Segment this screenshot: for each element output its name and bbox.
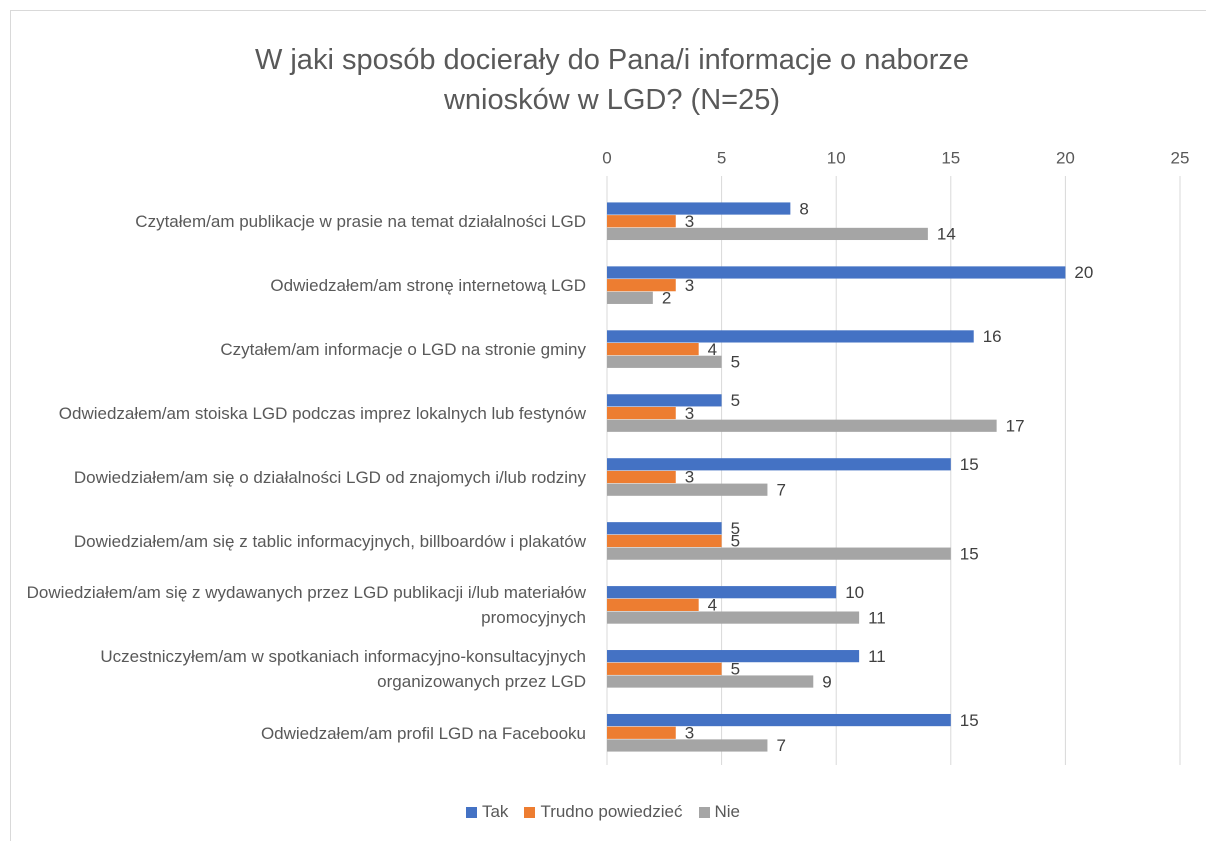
- legend-item: Tak: [465, 802, 509, 822]
- bar: [607, 586, 837, 599]
- category-label: Czytałem/am informacje o LGD na stronie …: [220, 339, 586, 359]
- x-tick-label: 0: [602, 148, 611, 167]
- category-label: Dowiedziałem/am się z tablic informacyjn…: [73, 531, 586, 551]
- legend-label: Nie: [714, 802, 741, 821]
- legend-label: Tak: [481, 802, 509, 821]
- data-label: 3: [685, 404, 694, 423]
- data-label: 9: [822, 672, 831, 691]
- data-label: 3: [685, 276, 694, 295]
- data-label: 7: [776, 736, 785, 755]
- legend-label: Trudno powiedzieć: [540, 802, 683, 821]
- category-label: Dowiedziałem/am się z wydawanych przez L…: [26, 583, 586, 628]
- legend-item: Nie: [698, 802, 741, 822]
- bar: [607, 215, 676, 228]
- bar: [607, 355, 722, 368]
- data-label: 4: [708, 340, 717, 359]
- data-label: 15: [960, 711, 979, 730]
- category-label: Odwiedzałem/am stoiska LGD podczas impre…: [58, 403, 586, 423]
- data-label: 15: [960, 455, 979, 474]
- data-label: 15: [960, 544, 979, 563]
- bar: [607, 343, 699, 356]
- data-label: 4: [708, 596, 717, 615]
- data-label: 5: [731, 353, 740, 372]
- bar: [607, 279, 676, 292]
- data-label: 20: [1074, 263, 1093, 282]
- category-label: Czytałem/am publikacje w prasie na temat…: [135, 211, 586, 231]
- data-label: 5: [731, 532, 740, 551]
- chart-title: W jaki sposób docierały do Pana/i inform…: [254, 44, 970, 116]
- data-label: 5: [731, 519, 740, 538]
- data-label: 7: [776, 480, 785, 499]
- x-tick-label: 20: [1056, 148, 1075, 167]
- bar: [607, 330, 974, 343]
- data-label: 11: [868, 647, 886, 666]
- bar: [607, 650, 860, 663]
- bar: [607, 202, 791, 215]
- bar: [607, 739, 768, 752]
- legend-item: Trudno powiedzieć: [524, 802, 683, 822]
- category-label: Uczestniczyłem/am w spotkaniach informac…: [100, 647, 586, 692]
- bar: [607, 266, 1066, 279]
- bar: [607, 547, 951, 560]
- bar: [607, 483, 768, 496]
- bar: [607, 713, 951, 727]
- bar: [607, 394, 722, 407]
- bar: [607, 598, 699, 611]
- legend-swatch: [465, 806, 477, 818]
- bar: [607, 662, 722, 675]
- category-label: Dowiedziałem/am się o działalności LGD o…: [73, 467, 586, 487]
- legend-swatch: [524, 806, 536, 818]
- x-tick-label: 5: [717, 148, 726, 167]
- bar: [607, 611, 860, 624]
- x-tick-label: 15: [941, 148, 960, 167]
- legend: Tak Trudno powiedzieć Nie: [0, 802, 1206, 822]
- legend-swatch: [698, 806, 710, 818]
- bar: [607, 522, 722, 535]
- bar: [607, 406, 676, 420]
- data-label: 3: [685, 212, 694, 231]
- bar: [607, 458, 951, 471]
- data-label: 14: [937, 225, 956, 244]
- data-label: 5: [731, 660, 740, 679]
- data-label: 2: [662, 289, 671, 308]
- bar: [607, 726, 676, 739]
- data-label: 11: [868, 608, 886, 627]
- data-label: 3: [685, 468, 694, 487]
- bar: [607, 419, 997, 432]
- data-label: 8: [799, 199, 808, 218]
- x-tick-label: 25: [1171, 148, 1190, 167]
- data-label: 16: [983, 327, 1002, 346]
- bar: [607, 291, 653, 304]
- category-label: Odwiedzałem/am profil LGD na Facebooku: [260, 723, 586, 743]
- data-label: 5: [731, 391, 740, 410]
- data-label: 3: [685, 724, 694, 743]
- bar: [607, 470, 676, 484]
- category-label: Odwiedzałem/am stronę internetową LGD: [270, 275, 586, 295]
- bar: [607, 227, 928, 241]
- data-label: 17: [1006, 416, 1025, 435]
- bar: [607, 675, 814, 688]
- data-label: 10: [845, 583, 864, 602]
- bar: [607, 534, 722, 548]
- x-tick-label: 10: [827, 148, 846, 167]
